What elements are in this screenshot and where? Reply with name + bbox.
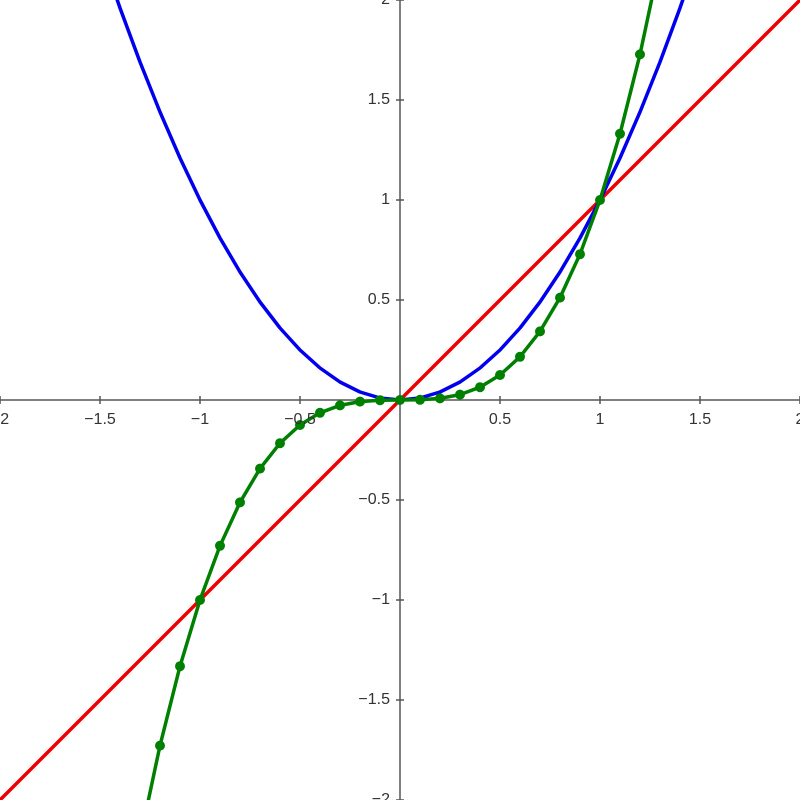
y-tick-label: −0.5 [358,491,390,508]
x-tick-label: 1.5 [689,411,711,428]
x-tick-label: −2 [0,411,9,428]
x-tick-label: −0.5 [284,411,316,428]
x-tick-label: −1 [191,411,209,428]
x-tick-label: 0.5 [489,411,511,428]
point [155,740,165,751]
point [215,540,225,551]
point [635,49,645,60]
point [375,395,385,406]
point [575,249,585,260]
point [595,195,605,205]
point [555,292,565,303]
point [455,389,465,400]
point [515,351,525,362]
point [415,394,425,405]
point [535,326,545,337]
y-tick-label: 2 [381,0,390,8]
y-tick-label: −2 [372,791,390,800]
point [175,661,185,672]
point [495,370,505,380]
point [335,400,345,411]
point [315,407,325,418]
point [295,420,305,430]
point [275,438,285,449]
point [435,393,445,404]
point [615,128,625,139]
point [195,595,205,605]
point [355,396,365,407]
x-tick-label: 1 [596,411,605,428]
y-tick-label: −1.5 [358,691,390,708]
point [395,395,405,405]
y-tick-label: −1 [372,591,390,608]
x-tick-label: −1.5 [84,411,116,428]
point [235,497,245,508]
y-tick-label: 1 [381,191,390,208]
y-tick-label: 1.5 [368,91,390,108]
point [255,463,265,474]
point [475,382,485,393]
y-tick-label: 0.5 [368,291,390,308]
x-tick-label: 2 [796,411,800,428]
